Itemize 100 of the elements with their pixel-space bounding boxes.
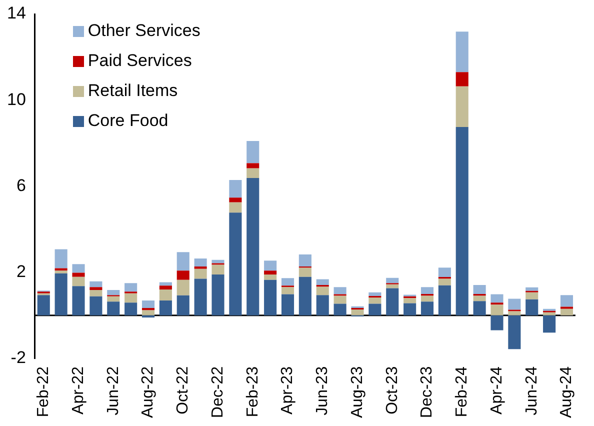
x-tick-label: Apr-23: [279, 366, 296, 414]
bar: [368, 297, 382, 304]
x-tick-label: Apr-24: [488, 366, 506, 414]
bar: [212, 274, 224, 316]
bar: [560, 295, 574, 307]
x-tick-label: Dec-22: [209, 366, 226, 418]
bar: [456, 86, 468, 128]
bar: [526, 299, 538, 316]
x-tick-label: Dec-23: [418, 366, 436, 418]
bar: [142, 315, 155, 318]
bar: [298, 276, 312, 316]
bar: [229, 180, 242, 198]
bar: [264, 280, 277, 316]
bar: [438, 285, 451, 316]
x-tick-label: Apr-22: [70, 366, 87, 414]
bar: [124, 283, 138, 292]
y-tick-label: 6: [16, 176, 26, 195]
bar: [386, 288, 399, 316]
bar: [142, 310, 155, 316]
bar: [456, 32, 468, 72]
bar: [404, 303, 416, 316]
bar: [212, 264, 224, 274]
bar: [194, 278, 207, 316]
bar: [386, 278, 399, 284]
bar: [526, 287, 538, 291]
bar: [560, 308, 574, 316]
bar: [490, 294, 504, 303]
bar: [334, 287, 346, 294]
bar: [194, 268, 207, 279]
bar: [212, 260, 224, 264]
y-tick-label: 2: [16, 262, 26, 281]
bar: [508, 311, 521, 316]
x-tick-label: Feb-24: [454, 366, 471, 418]
bar: [159, 282, 172, 286]
bar: [351, 310, 364, 316]
y-tick-label: -2: [10, 348, 26, 368]
bar: [107, 296, 120, 302]
bar: [90, 290, 102, 296]
bar: [246, 163, 260, 168]
bar: [54, 249, 68, 268]
bar: [124, 293, 138, 303]
bar: [456, 72, 468, 86]
bar: [368, 292, 382, 296]
bar: [194, 258, 207, 266]
bar: [107, 302, 120, 316]
bar: [473, 296, 486, 302]
bar: [281, 278, 294, 286]
bar: [176, 280, 190, 296]
bar: [298, 268, 312, 277]
y-tick-label: 14: [6, 4, 26, 23]
bar: [264, 274, 277, 280]
bar: [229, 212, 242, 316]
bar: [334, 296, 346, 304]
bar: [246, 141, 260, 164]
x-tick-label: Jun-23: [314, 366, 332, 416]
bar: [420, 287, 434, 294]
legend-label: Paid Services: [88, 51, 192, 71]
bar: [159, 286, 172, 290]
bar: [526, 292, 538, 300]
bar: [229, 198, 242, 202]
bar: [90, 296, 102, 316]
x-tick-label: Jun-22: [104, 366, 122, 416]
bar: [281, 294, 294, 316]
bar: [264, 270, 277, 274]
x-tick-label: Jun-24: [523, 366, 540, 416]
x-tick-label: Feb-23: [244, 366, 262, 418]
bar: [142, 300, 155, 308]
bar: [298, 254, 312, 266]
bar: [438, 268, 451, 278]
legend-label: Core Food: [88, 111, 168, 131]
legend-label: Retail Items: [88, 81, 178, 101]
bar: [508, 315, 521, 350]
bar: [176, 270, 190, 280]
x-tick-label: Aug-22: [140, 366, 157, 418]
x-tick-label: Aug-24: [558, 366, 576, 418]
bar: [72, 264, 85, 273]
bar: [420, 296, 434, 302]
x-tick-label: Aug-23: [348, 366, 366, 418]
bar: [37, 295, 50, 316]
bar: [176, 295, 190, 316]
bar: [159, 290, 172, 301]
bar: [543, 315, 556, 333]
bar: [316, 286, 329, 296]
bar: [404, 298, 416, 304]
bar: [456, 127, 468, 316]
bar: [490, 304, 504, 316]
bar: [246, 178, 260, 316]
bar: [194, 266, 207, 269]
x-tick-label: Feb-22: [35, 366, 52, 418]
bar: [438, 278, 451, 286]
bar: [159, 300, 172, 316]
bar: [90, 287, 102, 290]
bar: [543, 312, 556, 316]
bar: [54, 273, 68, 316]
bar: [229, 202, 242, 213]
legend-label: Other Services: [88, 21, 200, 41]
bar: [490, 315, 504, 330]
bar: [316, 295, 329, 316]
bar: [264, 260, 277, 271]
bar: [54, 268, 68, 271]
